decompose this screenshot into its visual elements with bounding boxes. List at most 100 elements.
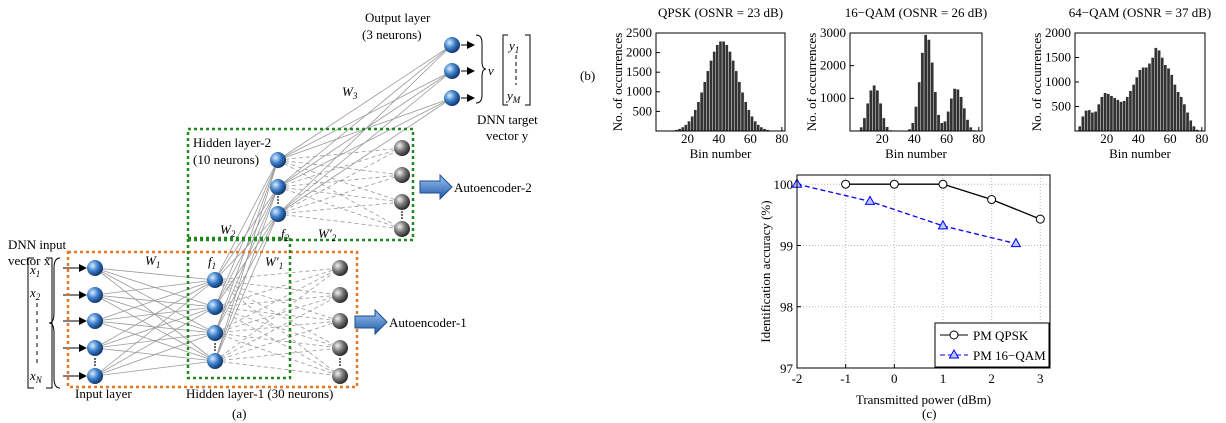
bar <box>728 51 732 132</box>
x-tick-label: 20 <box>1100 131 1113 146</box>
connection <box>277 70 453 215</box>
neuron <box>394 140 410 156</box>
bar <box>1103 92 1107 132</box>
x-axis-label: Transmitted power (dBm) <box>856 392 991 407</box>
neuron <box>270 206 286 222</box>
label: v <box>488 63 494 78</box>
x-tick-label: 80 <box>775 131 788 146</box>
diagram: Output layer (3 neurons) v y1 yM DNN tar… <box>8 10 538 421</box>
chart: -2 -1 0 1 2 3 97 98 99 100 Transmitted power (dBm)… <box>758 174 1051 407</box>
y-axis-label: No. of occurrences <box>610 33 625 132</box>
label: xN <box>29 368 43 385</box>
connection <box>214 294 341 334</box>
brace <box>48 257 61 389</box>
label: W2 <box>220 222 236 239</box>
base: W <box>342 84 354 99</box>
bar <box>1169 74 1174 132</box>
label: DNN input <box>8 237 67 252</box>
bar <box>1116 99 1120 132</box>
x-tick-label: 3 <box>1037 371 1044 386</box>
bar <box>1112 97 1117 132</box>
label: yM <box>505 88 521 105</box>
brace <box>475 34 487 104</box>
x-tick-label: 20 <box>681 131 694 146</box>
connection <box>277 44 453 161</box>
bar <box>865 103 870 132</box>
label: DNN target <box>477 112 538 127</box>
connection <box>277 174 403 215</box>
x-tick-label: 20 <box>876 131 889 146</box>
series-line <box>796 183 1017 245</box>
sub: 1 <box>212 261 217 271</box>
marker <box>889 179 899 189</box>
bar <box>949 98 954 132</box>
connection <box>277 44 453 188</box>
connection <box>94 294 216 308</box>
bar <box>878 103 883 132</box>
bar <box>725 44 729 132</box>
x-tick-label: 1 <box>940 371 947 386</box>
connection <box>277 97 453 215</box>
y-tick-label: 2000 <box>820 58 846 73</box>
marker <box>1010 237 1022 248</box>
connection <box>94 279 216 377</box>
bar <box>910 122 915 132</box>
bar <box>721 41 726 132</box>
marker <box>937 219 949 230</box>
bar <box>702 81 707 132</box>
neuron <box>87 340 103 356</box>
base: W <box>220 222 232 237</box>
x-tick-label: 2 <box>988 371 995 386</box>
sub: 2 <box>332 233 337 243</box>
ellipsis-dot <box>94 364 96 366</box>
bar <box>699 92 704 132</box>
y-tick-label: 99 <box>780 238 793 253</box>
bar <box>1093 111 1098 132</box>
y-tick-label: 500 <box>633 103 653 118</box>
y-tick-label: 1000 <box>1045 74 1071 89</box>
label: W3 <box>342 84 358 101</box>
neuron <box>332 260 348 276</box>
bar <box>1125 96 1130 132</box>
bar <box>696 101 701 132</box>
x-tick-label: 40 <box>908 131 921 146</box>
ellipsis-dot <box>401 217 403 219</box>
connection <box>214 332 341 349</box>
base: W <box>145 253 157 268</box>
bar <box>1119 101 1123 132</box>
ellipsis-dot <box>401 214 403 216</box>
x-tick-label: 60 <box>744 131 757 146</box>
marker <box>864 195 876 205</box>
plot-frame <box>1074 32 1206 132</box>
y-tick-label: 2000 <box>626 44 652 59</box>
plot-frame <box>796 174 1051 369</box>
neuron <box>207 325 223 341</box>
x-tick-label: 80 <box>972 131 985 146</box>
x-tick-label: -1 <box>840 371 851 386</box>
base: y <box>507 38 515 53</box>
chart-title: QPSK (OSNR = 23 dB) <box>658 5 783 20</box>
bar <box>959 96 963 132</box>
label: Autoencoder-2 <box>454 180 532 195</box>
legend-label: PM 16−QAM <box>973 348 1046 363</box>
bar <box>920 52 925 132</box>
legend-marker <box>948 348 960 359</box>
marker <box>987 195 997 205</box>
bar <box>862 117 867 132</box>
bar <box>1131 84 1136 132</box>
sub: 2 <box>36 292 41 302</box>
base: x <box>29 368 36 383</box>
bar <box>930 62 934 132</box>
bar <box>1163 64 1168 132</box>
bar <box>750 115 754 132</box>
bar <box>1081 116 1085 132</box>
label: x1 <box>29 262 40 279</box>
ellipsis-dot <box>94 361 96 363</box>
bar <box>715 44 720 132</box>
ellipsis-dot <box>339 358 341 360</box>
bar <box>1090 112 1095 132</box>
neuron <box>444 63 460 79</box>
bar <box>869 89 873 132</box>
bar <box>885 126 889 132</box>
